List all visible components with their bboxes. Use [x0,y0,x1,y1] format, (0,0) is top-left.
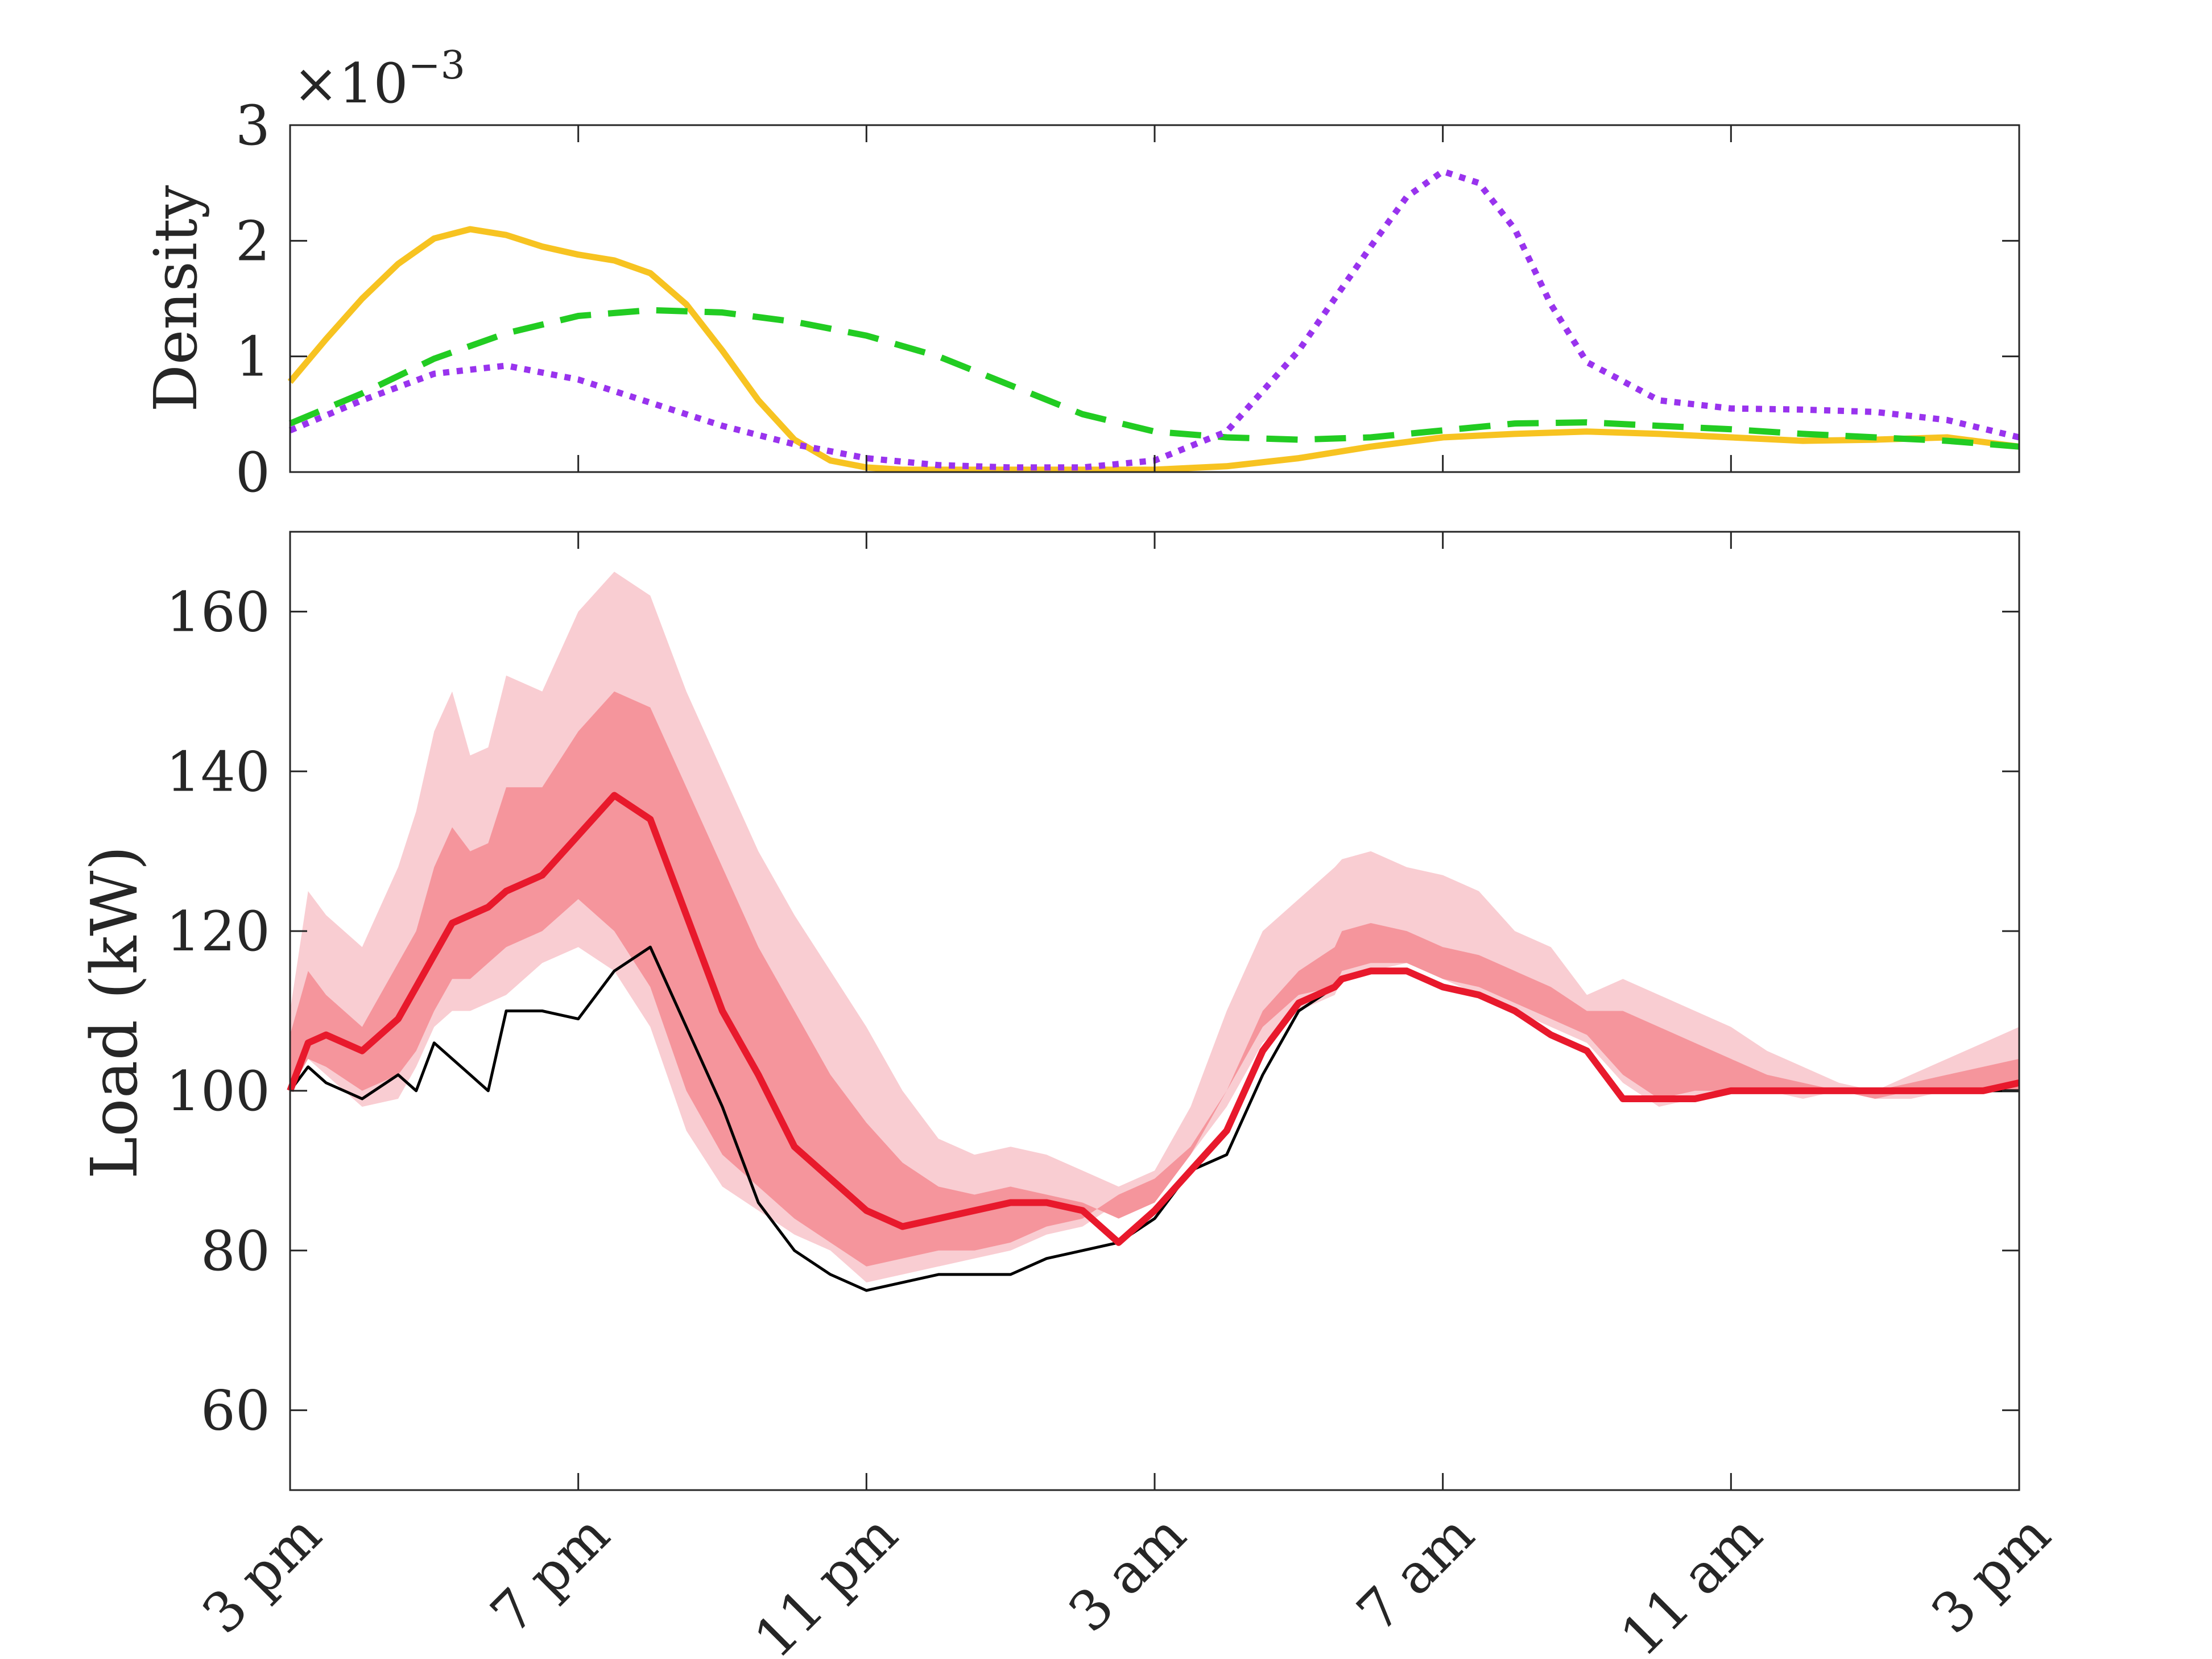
density-exponent-label: ×10−3 [293,43,465,115]
density-y-axis-label: Density [141,185,210,412]
density-y-axis: 0 1 2 3 [235,94,2019,504]
density-exponent-power: −3 [408,43,465,88]
load-series-group [287,572,2020,1292]
density-line-yellow-solid [287,226,2020,473]
load-y-axis: 60 80 100 120 140 160 [166,580,2019,1443]
load-inner-band [290,691,2019,1267]
load-median-line [287,792,2020,1246]
load-ytick-label: 140 [166,740,270,804]
density-line-green-dashed [288,307,2020,450]
density-series-group [287,168,2020,473]
density-ytick-label: 1 [235,325,270,389]
load-ytick-label: 100 [166,1060,270,1123]
density-plot-area [290,125,2019,472]
density-ytick-label: 0 [235,441,270,504]
density-panel: 0 1 2 3 Density ×10−3 [141,43,2020,504]
load-y-axis-label: Load (kW) [78,846,152,1179]
density-ytick-label: 2 [235,209,270,273]
load-ytick-label: 160 [166,580,270,644]
density-ytick-label: 3 [235,94,270,158]
load-ytick-label: 60 [201,1379,270,1443]
load-ytick-label: 80 [201,1219,270,1283]
density-x-ticks [289,125,2020,472]
load-ytick-label: 120 [166,900,270,963]
